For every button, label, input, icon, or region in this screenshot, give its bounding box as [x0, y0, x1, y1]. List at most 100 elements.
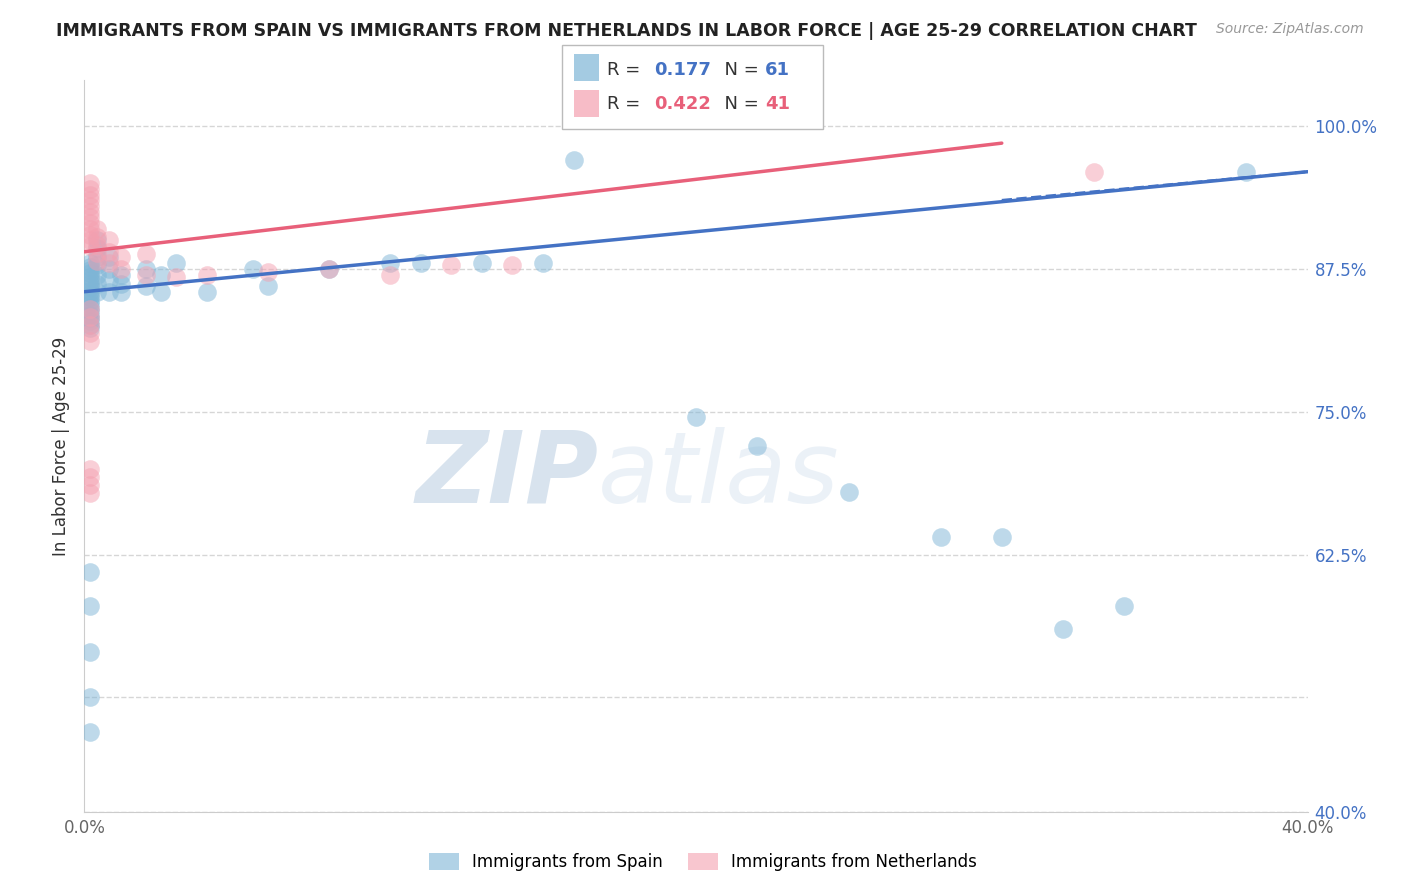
Point: [991, 530, 1014, 544]
Text: 61: 61: [765, 61, 790, 79]
Point: [79, 599, 101, 613]
Point: [79, 690, 101, 705]
Point: [747, 439, 769, 453]
Point: [97, 244, 120, 259]
Text: Source: ZipAtlas.com: Source: ZipAtlas.com: [1216, 22, 1364, 37]
Point: [79, 287, 101, 301]
Point: [79, 199, 101, 213]
Point: [440, 259, 463, 273]
Point: [79, 318, 101, 332]
Text: R =: R =: [607, 61, 647, 79]
Point: [380, 256, 402, 270]
Point: [135, 268, 157, 282]
Point: [79, 310, 101, 324]
Point: [79, 645, 101, 659]
Point: [1052, 622, 1074, 636]
Y-axis label: In Labor Force | Age 25-29: In Labor Force | Age 25-29: [52, 336, 70, 556]
Point: [79, 318, 101, 332]
Point: [110, 261, 132, 276]
Point: [257, 265, 280, 279]
Point: [79, 211, 101, 225]
Point: [79, 204, 101, 219]
Text: N =: N =: [713, 61, 765, 79]
Text: 0.177: 0.177: [654, 61, 710, 79]
Point: [86, 277, 108, 291]
Point: [149, 268, 172, 282]
Point: [502, 259, 524, 273]
Point: [1114, 599, 1136, 613]
Text: N =: N =: [713, 95, 765, 113]
Point: [79, 222, 101, 236]
Point: [79, 227, 101, 242]
Point: [409, 256, 432, 270]
Point: [97, 285, 120, 299]
Text: 0.422: 0.422: [654, 95, 710, 113]
Point: [165, 256, 187, 270]
Point: [86, 251, 108, 265]
Text: IMMIGRANTS FROM SPAIN VS IMMIGRANTS FROM NETHERLANDS IN LABOR FORCE | AGE 25-29 : IMMIGRANTS FROM SPAIN VS IMMIGRANTS FROM…: [56, 22, 1197, 40]
Point: [79, 233, 101, 247]
Point: [79, 301, 101, 315]
Point: [165, 269, 187, 284]
Legend: Immigrants from Spain, Immigrants from Netherlands: Immigrants from Spain, Immigrants from N…: [420, 845, 986, 880]
Point: [531, 256, 554, 270]
Point: [79, 334, 101, 348]
Text: R =: R =: [607, 95, 647, 113]
Point: [685, 410, 707, 425]
Point: [79, 194, 101, 208]
Point: [110, 251, 132, 265]
Point: [79, 273, 101, 287]
Point: [79, 321, 101, 335]
Point: [79, 304, 101, 318]
Point: [1083, 165, 1105, 179]
Point: [79, 290, 101, 304]
Point: [79, 239, 101, 253]
Point: [86, 259, 108, 273]
Point: [79, 216, 101, 230]
Point: [1236, 165, 1258, 179]
Point: [86, 233, 108, 247]
Point: [471, 256, 494, 270]
Point: [79, 462, 101, 476]
Point: [79, 308, 101, 322]
Point: [86, 285, 108, 299]
Point: [79, 176, 101, 190]
Point: [79, 284, 101, 298]
Point: [79, 314, 101, 328]
Point: [318, 261, 340, 276]
Point: [86, 238, 108, 252]
Point: [86, 222, 108, 236]
Point: [195, 285, 218, 299]
Point: [79, 256, 101, 270]
Point: [86, 245, 108, 260]
Point: [79, 267, 101, 281]
Point: [79, 565, 101, 579]
Point: [79, 182, 101, 196]
Point: [79, 277, 101, 291]
Point: [79, 293, 101, 308]
Point: [97, 256, 120, 270]
Point: [110, 277, 132, 291]
Point: [838, 484, 860, 499]
Point: [79, 326, 101, 340]
Point: [97, 273, 120, 287]
Point: [86, 253, 108, 268]
Point: [79, 269, 101, 284]
Point: [929, 530, 952, 544]
Point: [79, 260, 101, 274]
Point: [149, 285, 172, 299]
Point: [97, 233, 120, 247]
Point: [86, 268, 108, 282]
Point: [318, 261, 340, 276]
Text: ZIP: ZIP: [415, 426, 598, 524]
Point: [86, 230, 108, 244]
Point: [195, 268, 218, 282]
Point: [79, 724, 101, 739]
Text: 41: 41: [765, 95, 790, 113]
Point: [135, 261, 157, 276]
Point: [79, 301, 101, 316]
Point: [79, 470, 101, 484]
Point: [380, 268, 402, 282]
Point: [562, 153, 585, 168]
Text: atlas: atlas: [598, 426, 839, 524]
